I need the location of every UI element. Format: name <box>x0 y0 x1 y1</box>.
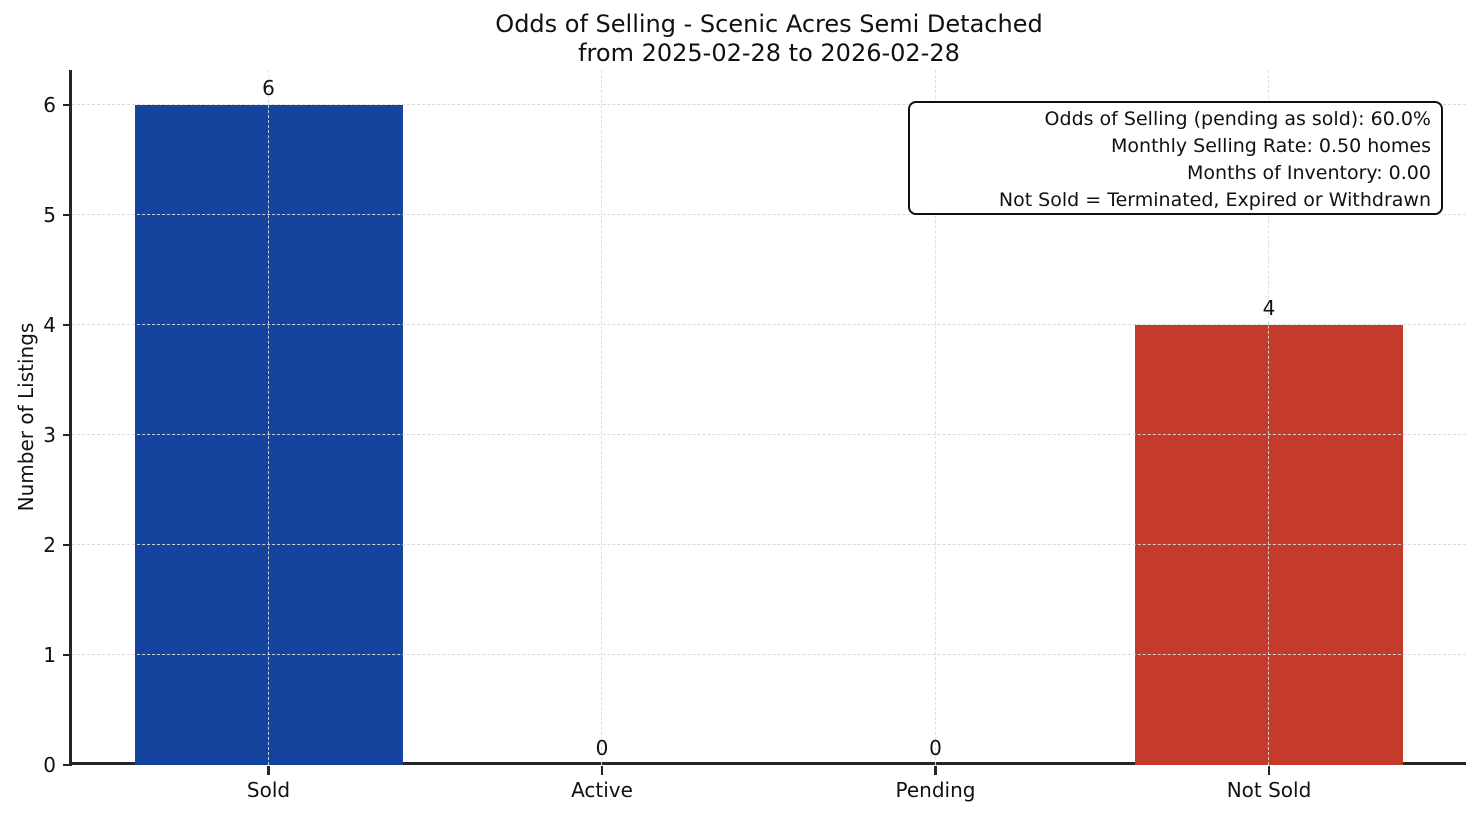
y-tick-mark <box>63 543 72 547</box>
bar-value-label: 6 <box>262 76 275 100</box>
y-tick-label: 3 <box>43 423 56 447</box>
y-axis-label: Number of Listings <box>14 322 38 512</box>
annotation-line-inventory: Months of Inventory: 0.00 <box>1187 162 1431 184</box>
y-gridline <box>72 104 1466 106</box>
chart-subtitle: from 2025-02-28 to 2026-02-28 <box>578 39 960 67</box>
x-tick-mark <box>1267 766 1271 775</box>
x-tick-mark <box>267 766 270 775</box>
annotation-box: Odds of Selling (pending as sold): 60.0%… <box>908 101 1443 215</box>
y-gridline <box>72 544 1466 546</box>
x-category-label-pending: Pending <box>895 778 976 802</box>
y-tick-label: 2 <box>43 533 56 557</box>
y-tick-label: 6 <box>43 93 56 117</box>
y-tick-mark <box>63 433 72 437</box>
x-gridline <box>267 70 269 765</box>
y-tick-mark <box>63 323 72 327</box>
y-tick-label: 5 <box>43 203 56 227</box>
y-tick-label: 1 <box>43 643 56 667</box>
x-gridline <box>1268 70 1270 765</box>
x-category-label-not-sold: Not Sold <box>1226 778 1312 802</box>
y-tick-label: 4 <box>43 313 56 337</box>
chart-title-block: Odds of Selling - Scenic Acres Semi Deta… <box>72 10 1466 68</box>
y-gridline <box>72 654 1466 656</box>
y-tick-mark <box>63 103 72 107</box>
plot-area <box>69 70 1466 765</box>
y-tick-mark <box>63 763 72 767</box>
x-tick-mark <box>934 766 937 775</box>
y-gridline <box>72 214 1466 216</box>
chart-title: Odds of Selling - Scenic Acres Semi Deta… <box>495 10 1043 38</box>
bar-value-label: 4 <box>1262 296 1276 320</box>
x-category-label-sold: Sold <box>246 778 291 802</box>
bar-value-label: 0 <box>929 736 942 760</box>
y-tick-mark <box>63 213 72 217</box>
annotation-line-rate: Monthly Selling Rate: 0.50 homes <box>1111 135 1431 157</box>
y-gridline <box>72 324 1466 326</box>
y-tick-mark <box>63 653 72 657</box>
y-gridline <box>72 434 1466 436</box>
x-category-label-active: Active <box>571 778 633 802</box>
annotation-line-notsold-definition: Not Sold = Terminated, Expired or Withdr… <box>998 189 1431 211</box>
bar-value-label: 0 <box>595 736 609 760</box>
x-gridline <box>601 70 603 765</box>
y-tick-label: 0 <box>43 753 56 777</box>
annotation-line-odds: Odds of Selling (pending as sold): 60.0% <box>1044 108 1431 130</box>
x-tick-mark <box>600 766 604 775</box>
x-gridline <box>934 70 936 765</box>
